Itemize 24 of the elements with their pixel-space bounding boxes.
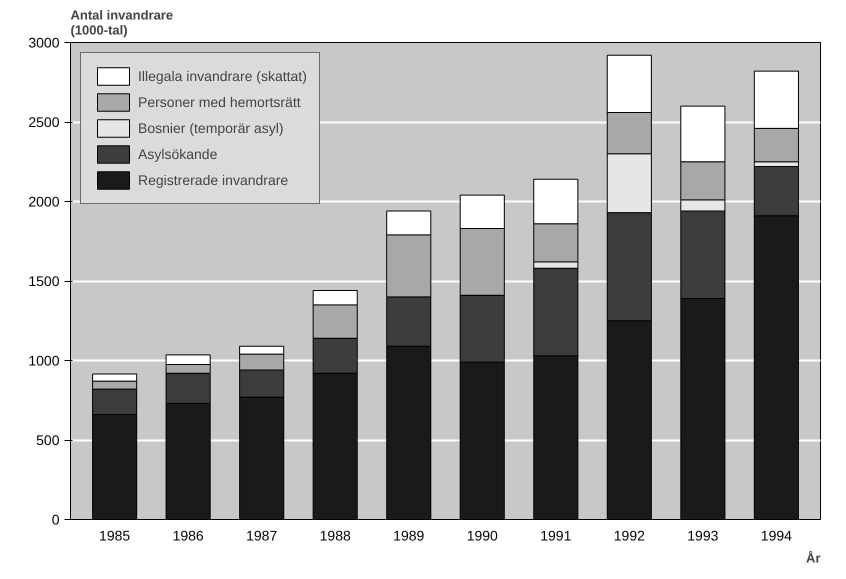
y-tick-label: 1500 [28,273,60,289]
x-tick-label: 1994 [760,528,792,544]
x-tick-label: 1989 [393,528,425,544]
x-tick-label: 1985 [99,528,130,544]
x-tick-label: 1987 [246,528,278,544]
y-axis-title: Antal invandrare (1000-tal) [70,8,174,38]
y-tick-label: 1000 [28,352,60,368]
y-tick-label: 2000 [28,194,60,210]
y-tick-label: 500 [36,432,60,448]
legend-label: Registrerade invandrare [138,172,288,188]
x-tick-label: 1988 [320,528,351,544]
x-tick-label: 1986 [172,528,204,544]
x-tick-label: 1990 [466,528,498,544]
legend-label: Illegala invandrare (skattat) [138,68,307,84]
legend-label: Asylsökande [138,146,218,162]
legend-label: Bosnier (temporär asyl) [138,120,284,136]
y-tick-label: 0 [52,512,60,528]
x-tick-label: 1993 [687,528,719,544]
x-tick-label: 1992 [614,528,646,544]
x-axis-title: År [806,550,821,566]
y-tick-label: 2500 [28,114,60,130]
y-tick-label: 3000 [28,34,60,50]
x-tick-label: 1991 [540,528,572,544]
legend-label: Personer med hemortsrätt [138,94,301,110]
